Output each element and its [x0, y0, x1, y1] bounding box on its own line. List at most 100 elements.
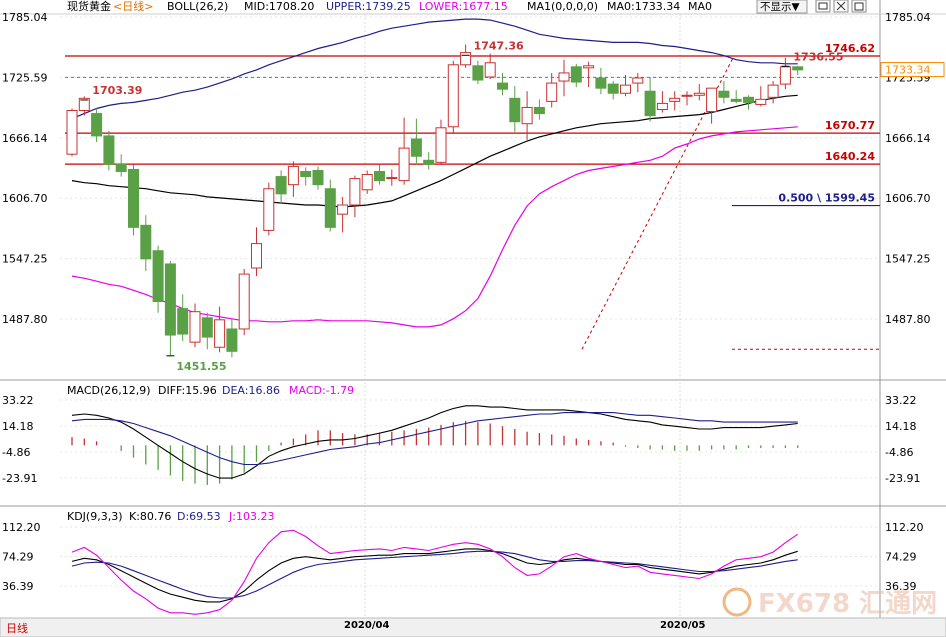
candle-body	[337, 204, 349, 215]
trend-line	[581, 55, 735, 350]
period-label: <日线>	[113, 0, 153, 13]
boll-upper-value: UPPER:1739.25	[326, 0, 411, 13]
macd-y-tick-right: 33.22	[885, 394, 917, 407]
candle	[620, 74, 631, 97]
hline-label: 1640.24	[825, 150, 875, 163]
watermark: FX678 汇通网	[722, 587, 937, 619]
price-y-tick-right: 1487.80	[885, 313, 931, 326]
date-tick-april: 2020/04	[344, 620, 389, 631]
price-y-tick-right: 1785.04	[885, 11, 931, 24]
candle-body	[583, 65, 595, 69]
kdj-j-value: J:103.23	[228, 510, 274, 523]
candle	[66, 108, 78, 157]
candle	[349, 175, 361, 218]
macd-y-tick-right: -23.91	[885, 472, 920, 485]
candle	[792, 65, 804, 75]
candle	[521, 91, 533, 140]
candle-body	[472, 65, 484, 81]
candle	[386, 169, 398, 186]
candle	[214, 306, 226, 353]
candle	[91, 108, 103, 143]
candle	[706, 87, 718, 124]
price-y-tick-left: 1666.14	[2, 132, 48, 145]
candle	[693, 84, 705, 101]
macd-diff-value: DIFF:15.96	[158, 384, 217, 397]
boll-mid-line	[71, 94, 798, 208]
candle	[718, 81, 730, 104]
candle	[251, 227, 262, 277]
candle-body	[177, 308, 189, 335]
current-price-box	[880, 62, 945, 78]
macd-value: MACD:-1.79	[289, 384, 354, 397]
candle	[583, 61, 595, 88]
macd-dea-value: DEA:16.86	[222, 384, 280, 397]
candle-body	[767, 84, 779, 98]
candle-body	[287, 165, 299, 186]
display-toggle-button[interactable]: 不显示▼	[756, 0, 808, 14]
restore-icon[interactable]	[815, 0, 831, 13]
candle	[447, 60, 459, 134]
extreme-label: 1703.39	[92, 84, 142, 97]
candle	[743, 95, 754, 110]
price-y-tick-right: 1547.25	[885, 253, 931, 266]
close-icon[interactable]	[833, 0, 849, 13]
candle-body	[374, 170, 385, 182]
candle	[177, 294, 189, 342]
kdj-y-tick-right: 112.20	[885, 521, 924, 534]
macd-y-tick-left: 14.18	[2, 420, 34, 433]
candle	[755, 86, 767, 107]
candle-body	[644, 90, 656, 117]
extreme-label: 1451.55	[176, 360, 226, 373]
candle-body	[570, 66, 582, 83]
candle	[398, 117, 410, 185]
boll-upper-line	[71, 18, 798, 120]
candle-body	[214, 319, 226, 348]
candle	[226, 318, 238, 358]
candle-body	[312, 169, 324, 186]
macd-y-tick-right: -4.86	[885, 446, 913, 459]
candle	[570, 63, 582, 88]
candle	[546, 72, 558, 108]
candle-body	[300, 170, 312, 178]
candle-body	[792, 66, 804, 71]
macd-panel: 33.22 33.22 14.18 14.18 -4.86 -4.86 -23.91 -23.…	[2, 394, 920, 485]
maximize-icon[interactable]	[851, 0, 867, 13]
candle	[238, 269, 250, 336]
candle	[595, 67, 607, 95]
price-y-tick-right: 1666.14	[885, 132, 931, 145]
candle-body	[718, 90, 730, 98]
ma0-label: MA0	[688, 0, 712, 13]
candle	[410, 118, 422, 165]
boll-label: BOLL(26,2)	[167, 0, 228, 13]
candle-body	[189, 311, 201, 343]
candle-body	[730, 98, 742, 102]
candle-body	[558, 72, 570, 82]
candle-body	[595, 77, 607, 89]
price-y-tick-left: 1547.25	[2, 253, 48, 266]
price-y-tick-left: 1725.59	[2, 71, 48, 84]
candle-body	[620, 84, 631, 94]
ma1-label: MA1(0,0,0,0)	[527, 0, 598, 13]
price-y-tick-left: 1487.80	[2, 313, 48, 326]
kdj-y-tick-right: 74.29	[885, 551, 917, 564]
candle-body	[669, 97, 681, 102]
macd-label: MACD(26,12,9)	[67, 384, 151, 397]
candle-body	[103, 135, 115, 165]
kdj-d-line	[71, 550, 798, 599]
hline-label: 1746.62	[825, 42, 875, 55]
macd-y-tick-left: -23.91	[2, 472, 37, 485]
footer-bar: 日线 2020/04 2020/05	[0, 617, 946, 637]
candle-body	[423, 159, 435, 165]
macd-dea-line	[71, 412, 798, 466]
kdj-k-line	[71, 548, 798, 603]
candle-body	[521, 106, 533, 125]
candle-body	[533, 106, 545, 115]
candle-body	[201, 317, 213, 338]
candle-body	[66, 110, 78, 155]
candle-body	[152, 250, 164, 303]
candle-body	[706, 87, 718, 113]
macd-header: MACD(26,12,9) DIFF:15.96 DEA:16.86 MACD:…	[67, 384, 354, 397]
candle-body	[632, 77, 644, 84]
footer-period-tab[interactable]: 日线	[6, 621, 28, 635]
